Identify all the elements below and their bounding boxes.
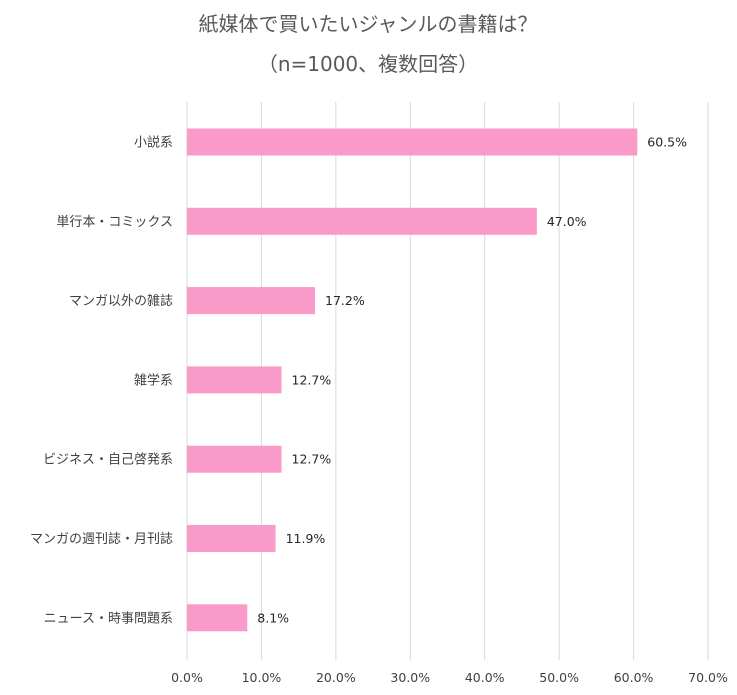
bar <box>187 525 276 552</box>
x-tick-label: 50.0% <box>539 670 579 685</box>
chart-title: 紙媒体で買いたいジャンルの書籍は？ <box>199 12 538 36</box>
chart-subtitle: （n=1000、複数回答） <box>258 52 478 76</box>
bar <box>187 366 282 394</box>
category-label: ニュース・時事問題系 <box>44 611 173 626</box>
gridlines <box>186 102 709 660</box>
labels: 0.0% 10.0% 20.0% 30.0% 40.0% 50.0% 60.0% 70.0% 小… <box>30 135 728 686</box>
category-label: マンガ以外の雑誌 <box>69 293 173 309</box>
data-label: 60.5% <box>647 135 687 150</box>
category-label: 小説系 <box>134 135 173 151</box>
bar <box>187 604 248 632</box>
category-label: 単行本・コミックス <box>56 214 173 230</box>
category-label: ビジネス・自己啓発系 <box>43 453 173 468</box>
bars <box>187 128 638 632</box>
x-tick-label: 30.0% <box>390 670 430 685</box>
x-tick-label: 10.0% <box>242 670 282 685</box>
bar <box>187 128 638 156</box>
x-tick-label: 60.0% <box>614 670 654 685</box>
bar <box>187 287 316 315</box>
bar <box>187 445 282 473</box>
data-label: 8.1% <box>257 610 289 625</box>
data-label: 12.7% <box>292 452 332 467</box>
data-label: 11.9% <box>286 531 326 546</box>
x-tick-label: 70.0% <box>688 670 728 685</box>
data-label: 12.7% <box>292 372 332 387</box>
category-label: 雑学系 <box>134 372 173 388</box>
x-tick-label: 0.0% <box>171 670 203 685</box>
x-tick-label: 40.0% <box>465 670 505 685</box>
category-label: マンガの週刊誌・月刊誌 <box>30 531 173 547</box>
bar <box>187 207 537 235</box>
data-label: 47.0% <box>547 214 587 229</box>
x-tick-label: 20.0% <box>316 670 356 685</box>
data-label: 17.2% <box>325 293 365 308</box>
